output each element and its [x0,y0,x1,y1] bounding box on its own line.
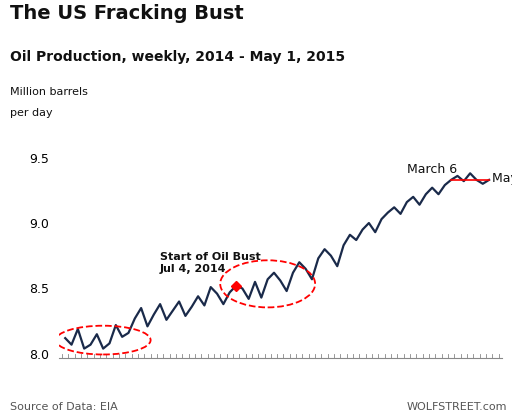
Text: Start of Oil Bust
Jul 4, 2014: Start of Oil Bust Jul 4, 2014 [160,253,261,274]
Text: Oil Production, weekly, 2014 - May 1, 2015: Oil Production, weekly, 2014 - May 1, 20… [10,50,346,64]
Text: per day: per day [10,108,53,118]
Text: May 1: May 1 [492,172,512,185]
Text: Source of Data: EIA: Source of Data: EIA [10,402,118,412]
Text: March 6: March 6 [407,163,457,176]
Text: Million barrels: Million barrels [10,87,88,97]
Text: WOLFSTREET.com: WOLFSTREET.com [407,402,507,412]
Text: The US Fracking Bust: The US Fracking Bust [10,4,244,23]
